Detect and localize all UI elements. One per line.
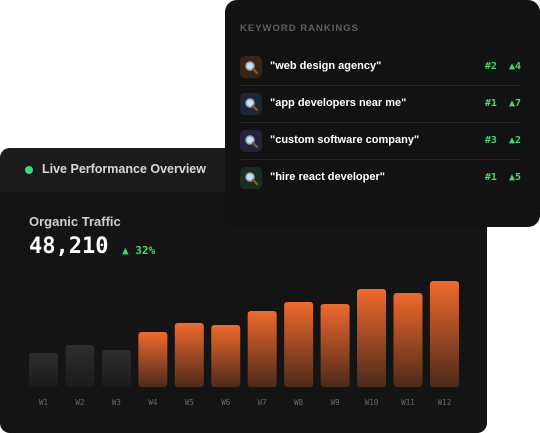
search-icon	[240, 93, 262, 115]
live-dot	[25, 166, 33, 174]
x-tick-label: W4	[148, 398, 158, 407]
metric-label: Organic Traffic	[29, 214, 121, 229]
bar	[247, 311, 277, 387]
bar	[211, 325, 241, 387]
rank-info: #2 ▲4	[485, 61, 521, 72]
bar	[65, 345, 95, 387]
separator	[240, 85, 521, 86]
keyword: "app developers near me"	[270, 97, 407, 109]
panel-title: KEYWORD RANKINGS	[240, 23, 359, 34]
rank-change: ▲7	[508, 98, 521, 109]
rank: #3	[484, 135, 497, 146]
metric-change: ▲ 32%	[122, 244, 156, 257]
rank: #2	[484, 61, 497, 72]
keyword: "custom software company"	[270, 134, 420, 146]
x-tick-label: W5	[185, 398, 194, 407]
rank-info: #1 ▲5	[485, 172, 521, 183]
bar	[101, 350, 131, 387]
rankings-panel: KEYWORD RANKINGS "web design agency" #2 ▲…	[225, 0, 540, 227]
keyword-row: "web design agency" #2 ▲4	[240, 49, 521, 86]
bar	[138, 332, 168, 387]
rank: #1	[484, 98, 497, 109]
panel-title: Live Performance Overview	[42, 162, 206, 176]
rank-info: #3 ▲2	[485, 135, 521, 146]
separator	[240, 159, 521, 160]
keyword-row: "app developers near me" #1 ▲7	[240, 86, 521, 123]
keyword-row: "hire react developer" #1 ▲5	[240, 160, 521, 197]
rank: #1	[484, 172, 497, 183]
keyword: "web design agency"	[270, 60, 382, 72]
separator	[240, 122, 521, 123]
x-tick-label: W3	[112, 398, 121, 407]
x-tick-label: W11	[401, 398, 415, 407]
x-tick-label: W2	[75, 398, 84, 407]
bar	[393, 293, 423, 387]
magnifier	[245, 172, 259, 186]
bar	[357, 289, 387, 387]
x-tick-label: W7	[258, 398, 267, 407]
rank-info: #1 ▲7	[485, 98, 521, 109]
rank-change: ▲2	[508, 135, 521, 146]
magnifier	[245, 98, 259, 112]
x-tick-label: W1	[39, 398, 48, 407]
x-tick-label: W6	[221, 398, 231, 407]
x-tick-label: W12	[438, 398, 452, 407]
x-tick-label: W9	[331, 398, 340, 407]
magnifier	[245, 61, 259, 75]
keyword-row: "custom software company" #3 ▲2	[240, 123, 521, 160]
traffic-chart: W1 W2 W3 W4 W5 W6 W7 W8 W9 W10 W11 W12	[29, 281, 459, 407]
rank-change: ▲5	[508, 172, 521, 183]
bar	[429, 281, 459, 387]
bar	[284, 302, 314, 387]
search-icon	[240, 167, 262, 189]
magnifier	[245, 135, 259, 149]
search-icon	[240, 130, 262, 152]
keyword: "hire react developer"	[270, 171, 385, 183]
bar	[29, 353, 58, 387]
x-tick-label: W10	[365, 398, 379, 407]
search-icon	[240, 56, 262, 78]
bar	[174, 323, 204, 387]
x-tick-label: W8	[294, 398, 304, 407]
metric-value: 48,210	[29, 234, 109, 259]
rank-change: ▲4	[508, 61, 521, 72]
bar	[320, 304, 350, 387]
